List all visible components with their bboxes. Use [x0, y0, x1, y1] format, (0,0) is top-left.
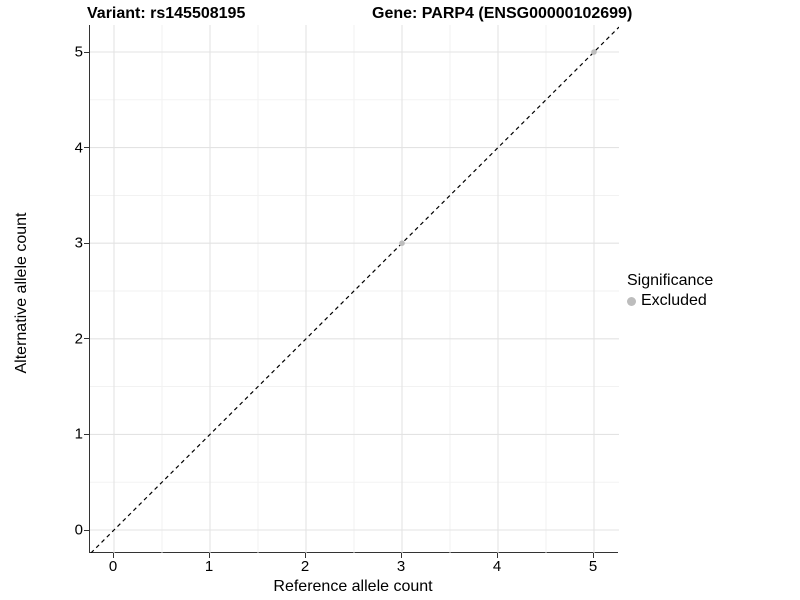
x-tick-label: 5 [588, 558, 598, 575]
legend-key-dot-icon [627, 296, 636, 306]
y-tick-mark [84, 433, 89, 436]
x-tick-label: 3 [396, 558, 406, 575]
x-tick-mark [400, 553, 402, 558]
x-tick-mark [592, 553, 594, 558]
y-tick-label: 1 [74, 425, 83, 443]
x-tick-label: 1 [204, 558, 214, 575]
y-tick-mark [84, 338, 89, 340]
identity-line [90, 26, 619, 553]
x-tick-mark [304, 553, 306, 558]
legend-item-excluded: Excluded [627, 292, 713, 310]
data-point-excluded [399, 240, 405, 246]
legend: Significance Excluded [627, 272, 713, 310]
x-tick-label: 0 [108, 558, 118, 575]
x-tick-mark [496, 553, 498, 558]
plot-svg [90, 25, 619, 553]
y-tick-mark [84, 51, 89, 53]
x-tick-mark [112, 553, 114, 558]
legend-item-label: Excluded [641, 292, 707, 309]
y-tick-label: 5 [74, 43, 83, 61]
x-tick-mark [208, 553, 210, 558]
y-tick-label: 2 [74, 330, 83, 348]
y-tick-mark [84, 529, 89, 531]
y-tick-label: 0 [74, 521, 83, 539]
variant-title: Variant: rs145508195 [87, 5, 246, 22]
x-tick-label: 2 [300, 558, 310, 575]
y-tick-mark [84, 242, 89, 244]
y-tick-label: 3 [74, 234, 83, 252]
plot-panel [89, 25, 619, 553]
y-tick-label: 4 [74, 139, 83, 157]
legend-title: Significance [627, 272, 714, 289]
x-axis-title: Reference allele count [273, 578, 433, 595]
x-tick-label: 4 [492, 558, 502, 575]
data-point-excluded [591, 49, 597, 55]
y-axis-title: Alternative allele count [13, 212, 30, 374]
y-tick-mark [84, 147, 89, 149]
gene-title: Gene: PARP4 (ENSG00000102699) [372, 5, 633, 22]
